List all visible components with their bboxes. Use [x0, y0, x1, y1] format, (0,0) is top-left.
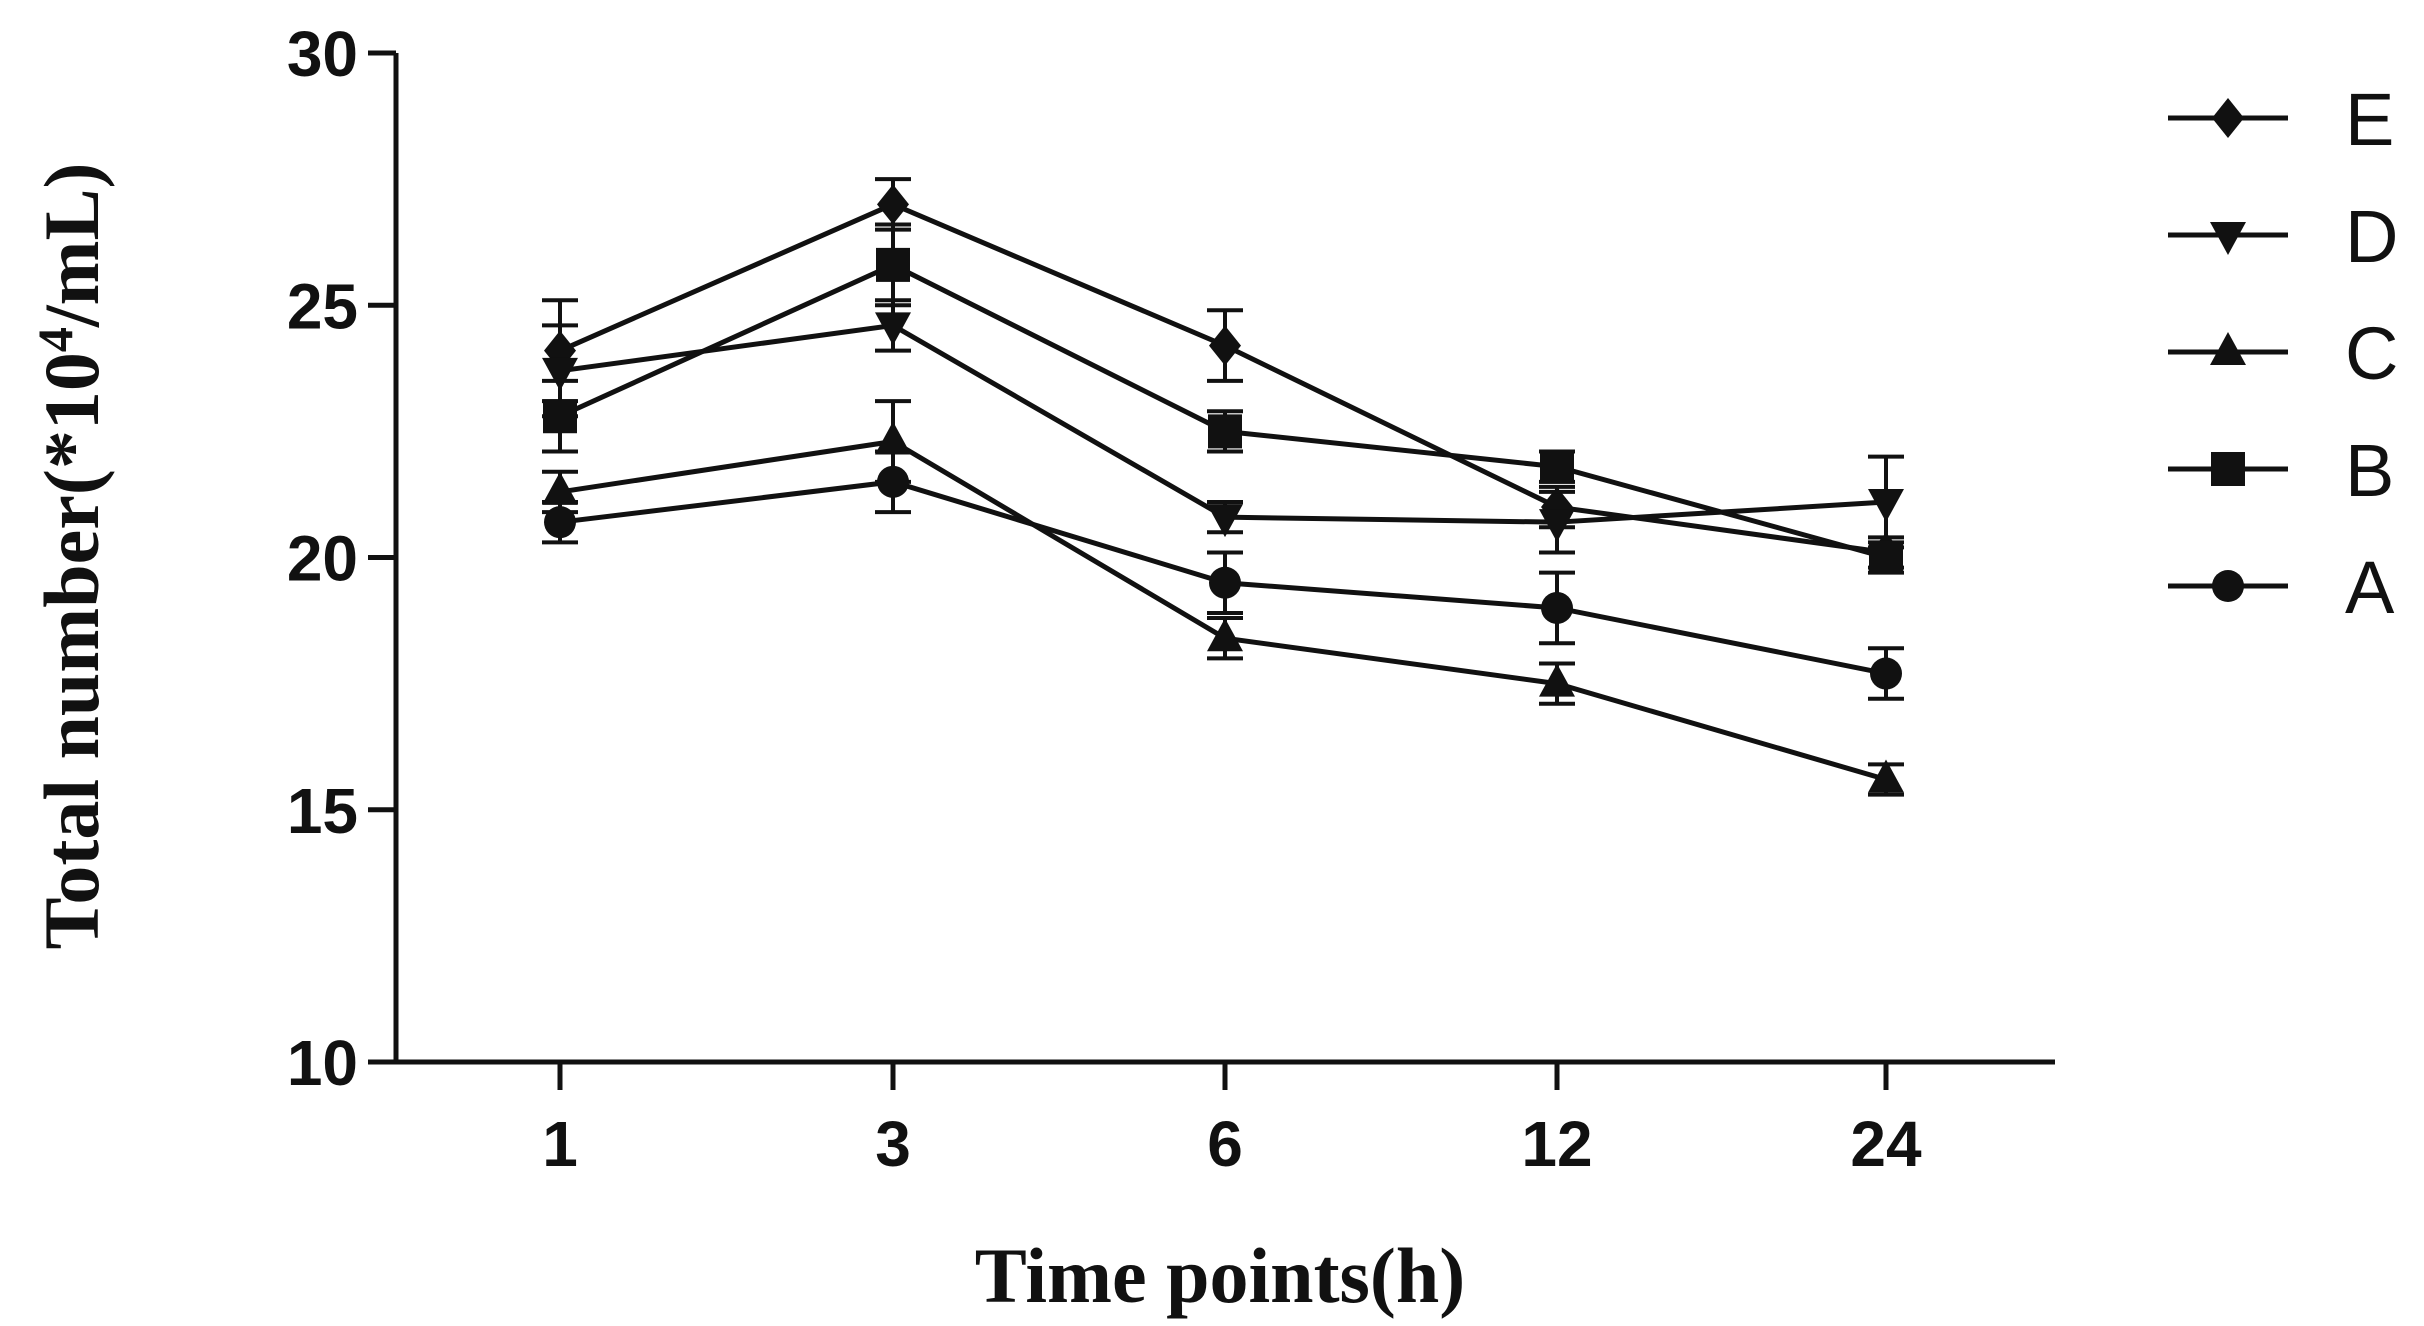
x-tick-label: 1 — [542, 1108, 578, 1180]
point-B-1 — [543, 399, 577, 434]
point-D-1 — [542, 357, 578, 391]
point-A-1 — [544, 506, 576, 539]
legend-label-E: E — [2345, 78, 2394, 161]
point-C-24 — [1868, 759, 1904, 793]
legend-marker-E — [2212, 98, 2244, 138]
legend-marker-A — [2212, 570, 2244, 602]
point-B-12 — [1540, 449, 1574, 484]
point-C-6 — [1207, 618, 1243, 652]
point-E-3 — [877, 184, 909, 225]
y-tick-label: 30 — [287, 18, 358, 90]
point-B-3 — [876, 247, 910, 282]
legend-label-A: A — [2345, 546, 2395, 629]
y-tick-label: 20 — [287, 523, 358, 595]
point-C-3 — [875, 421, 911, 455]
point-C-12 — [1539, 663, 1575, 697]
x-tick-label: 12 — [1521, 1108, 1592, 1180]
point-B-24 — [1869, 540, 1903, 575]
legend-label-C: C — [2345, 312, 2398, 395]
x-tick-label: 6 — [1207, 1108, 1243, 1180]
y-tick-label: 10 — [287, 1027, 358, 1099]
series-B — [542, 222, 1904, 575]
x-tick-label: 24 — [1850, 1108, 1922, 1180]
axes: 10 15 20 25 30 1 3 6 12 24 — [287, 18, 2055, 1180]
y-tick-label: 15 — [287, 775, 358, 847]
legend-marker-D — [2210, 222, 2246, 255]
legend-item-C: C — [2168, 312, 2398, 395]
point-D-6 — [1207, 504, 1243, 538]
legend-item-B: B — [2168, 429, 2394, 512]
legend-marker-C — [2210, 332, 2246, 365]
y-axis-title-tail: /mL) — [28, 163, 115, 329]
legend-marker-B — [2211, 452, 2245, 486]
legend-label-B: B — [2345, 429, 2394, 512]
legend-item-D: D — [2168, 195, 2398, 278]
series-A — [542, 449, 1904, 701]
point-E-6 — [1209, 325, 1241, 366]
point-A-12 — [1541, 591, 1573, 624]
y-axis-title-main: Total number(*10 — [28, 352, 115, 949]
point-A-3 — [877, 465, 909, 498]
legend-label-D: D — [2345, 195, 2398, 278]
series-C — [542, 399, 1904, 797]
point-A-24 — [1870, 657, 1902, 690]
y-axis-title-superscript: 4 — [27, 327, 83, 352]
legend-item-E: E — [2168, 78, 2394, 161]
x-tick-label: 3 — [875, 1108, 911, 1180]
point-D-12 — [1539, 509, 1575, 543]
point-C-1 — [542, 471, 578, 505]
point-A-6 — [1209, 566, 1241, 599]
y-tick-label: 25 — [287, 270, 358, 342]
y-axis-title: Total number(*104/mL) — [27, 163, 115, 950]
point-D-24 — [1868, 489, 1904, 523]
point-B-6 — [1208, 414, 1242, 449]
legend-item-A: A — [2168, 546, 2395, 629]
series-group — [542, 177, 1904, 797]
point-D-3 — [875, 312, 911, 346]
x-axis-title: Time points(h) — [975, 1232, 1465, 1319]
series-D — [542, 298, 1904, 555]
